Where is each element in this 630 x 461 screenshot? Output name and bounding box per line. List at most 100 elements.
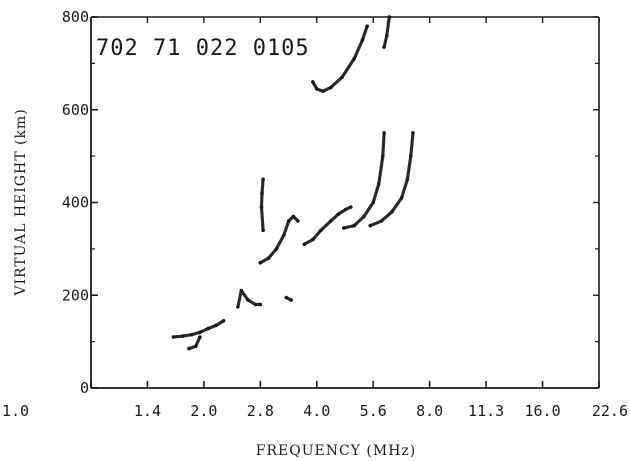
echo-point [289, 298, 293, 302]
echo-point [377, 182, 381, 186]
echo-point [258, 302, 263, 307]
echo-trace-line [259, 177, 265, 232]
echo-point [198, 330, 202, 335]
echo-point [382, 131, 386, 135]
echo-point [399, 196, 404, 200]
echo-point [258, 261, 263, 265]
echo-point [259, 205, 264, 209]
y-tick-label: 200 [62, 286, 89, 304]
echo-point [221, 319, 226, 323]
echo-trace-line [311, 24, 369, 93]
echo-trace-line [382, 15, 391, 49]
echo-trace-7 [302, 205, 353, 246]
echo-point [343, 207, 348, 212]
y-tick-label: 0 [80, 379, 89, 397]
x-tick-label: 5.6 [360, 402, 387, 420]
echo-point [349, 205, 353, 209]
echo-point [189, 332, 194, 337]
echo-point [187, 346, 191, 351]
echo-point [171, 335, 176, 339]
echo-trace-3 [236, 288, 263, 309]
echo-point [329, 219, 333, 223]
echo-point [405, 177, 410, 182]
echo-point [352, 56, 357, 61]
echo-point [387, 15, 392, 19]
echo-point [291, 214, 296, 219]
echo-point [302, 242, 307, 246]
echo-point [198, 335, 202, 339]
x-tick-label: 2.8 [247, 402, 274, 420]
echo-point [274, 247, 279, 251]
echo-point [261, 177, 265, 182]
echo-point [214, 323, 218, 328]
echo-point [409, 154, 413, 158]
data-traces [171, 15, 415, 351]
echo-point [329, 85, 333, 90]
echo-point [246, 298, 250, 302]
echo-point [352, 223, 357, 228]
echo-point [260, 191, 264, 195]
echo-trace-5 [259, 177, 265, 233]
echo-point [266, 256, 271, 260]
axis-ticks [90, 16, 600, 389]
echo-point [206, 326, 210, 331]
echo-point [342, 226, 346, 230]
x-tick-labels: 1.0 1.4 2.0 2.8 4.0 5.6 8.0 11.3 16.0 22.6 [2, 402, 628, 420]
x-axis-title: FREQUENCY (MHz) [256, 443, 416, 459]
echo-trace-line [342, 131, 386, 230]
x-tick-label: 11.3 [468, 402, 504, 420]
echo-point [261, 228, 265, 233]
echo-trace-line [258, 214, 300, 265]
echo-point [360, 38, 365, 42]
echo-point [181, 334, 185, 338]
echo-point [315, 87, 319, 91]
echo-trace-8 [342, 131, 386, 230]
echo-point [362, 214, 366, 219]
echo-point [379, 219, 384, 223]
echo-trace-line [171, 319, 226, 339]
ionogram-stamp: 702 71 022 0105 [96, 36, 310, 61]
echo-point [284, 295, 289, 300]
echo-point [321, 89, 325, 93]
echo-trace-6 [284, 295, 293, 302]
y-tick-label: 400 [62, 194, 89, 212]
echo-point [368, 223, 373, 228]
echo-point [296, 219, 300, 223]
y-tick-label: 600 [62, 101, 89, 119]
echo-point [411, 131, 415, 135]
echo-trace-1 [171, 319, 226, 339]
echo-point [381, 154, 385, 158]
x-tick-label: 2.0 [190, 402, 217, 420]
echo-point [253, 302, 258, 307]
echo-trace-9 [368, 131, 415, 228]
y-tick-label: 800 [62, 8, 89, 26]
y-axis-title: VIRTUAL HEIGHT (km) [13, 108, 29, 296]
echo-point [371, 200, 376, 205]
x-tick-label: 4.0 [303, 402, 330, 420]
echo-point [311, 237, 315, 242]
echo-point [382, 45, 386, 49]
echo-trace-4 [258, 214, 300, 265]
echo-trace-2 [187, 335, 202, 351]
y-tick-labels: 0 200 400 600 800 [62, 8, 89, 397]
echo-point [390, 210, 394, 214]
x-tick-label: 1.0 [2, 402, 29, 420]
x-tick-label: 1.4 [134, 402, 161, 420]
echo-point [385, 33, 389, 38]
echo-point [336, 212, 341, 216]
echo-point [282, 233, 286, 237]
echo-point [236, 305, 240, 309]
echo-trace-10 [311, 24, 369, 93]
echo-point [340, 75, 344, 80]
echo-point [365, 24, 369, 29]
echo-trace-11 [382, 15, 392, 49]
x-tick-label: 22.6 [592, 402, 628, 420]
echo-point [311, 80, 315, 84]
x-tick-label: 16.0 [524, 402, 560, 420]
echo-point [319, 228, 323, 233]
echo-point [194, 344, 198, 349]
x-tick-label: 8.0 [416, 402, 443, 420]
echo-point [286, 219, 291, 223]
echo-point [239, 288, 244, 293]
